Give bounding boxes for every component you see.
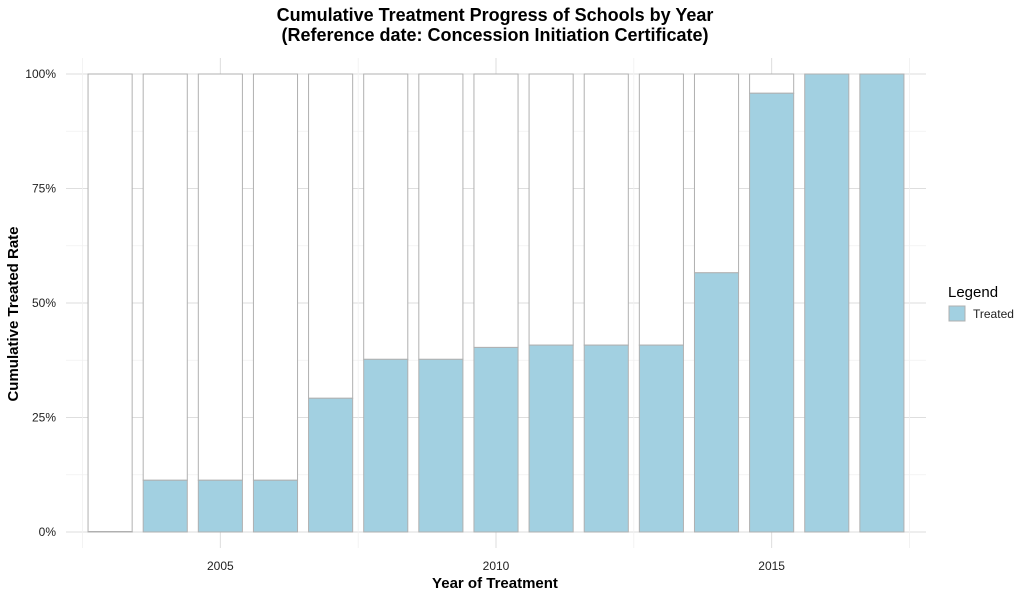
bar-treated-2017 [859, 73, 905, 533]
x-axis-title: Year of Treatment [432, 575, 558, 592]
bar-untreated-2008 [363, 73, 409, 360]
bar-untreated-2003 [87, 73, 133, 533]
y-axis-title: Cumulative Treated Rate [5, 226, 22, 401]
legend-title: Legend [948, 284, 998, 301]
bar-treated-2006 [252, 479, 299, 533]
bar-treated-2015 [749, 92, 795, 533]
bar-untreated-2009 [418, 73, 464, 360]
bar-treated-2003 [87, 531, 133, 533]
x-tick-label: 2005 [207, 559, 234, 573]
chart-subtitle: (Reference date: Concession Initiation C… [281, 25, 708, 45]
y-tick-label: 0% [39, 525, 57, 539]
bar-untreated-2012 [583, 73, 629, 346]
bar-treated-2010 [473, 346, 519, 533]
bar-untreated-2013 [638, 73, 684, 346]
bar-untreated-2004 [142, 73, 188, 481]
chart-title: Cumulative Treatment Progress of Schools… [277, 5, 714, 25]
x-tick-label: 2010 [483, 559, 510, 573]
legend-swatch-treated [948, 305, 966, 322]
y-tick-label: 50% [32, 296, 56, 310]
bar-treated-2004 [142, 479, 188, 533]
bar-treated-2008 [363, 358, 409, 533]
bar-treated-2012 [583, 344, 629, 533]
bar-treated-2016 [804, 73, 850, 533]
bar-untreated-2010 [473, 73, 519, 348]
bar-untreated-2014 [693, 73, 740, 274]
bar-treated-2014 [693, 272, 740, 533]
legend: Legend Treated [948, 284, 1014, 322]
bar-untreated-2005 [197, 73, 243, 481]
bar-treated-2009 [418, 358, 464, 533]
bar-untreated-2006 [252, 73, 299, 481]
bar-untreated-2015 [749, 73, 795, 94]
bar-treated-2005 [197, 479, 243, 533]
legend-label-treated: Treated [973, 307, 1014, 321]
bar-untreated-2007 [308, 73, 354, 399]
x-axis-ticks: 2005 2010 2015 [207, 559, 785, 573]
bar-untreated-2011 [528, 73, 574, 346]
y-tick-label: 25% [32, 411, 56, 425]
y-axis-ticks: 0% 25% 50% 75% 100% [25, 67, 56, 539]
bars [87, 73, 905, 533]
y-tick-label: 75% [32, 182, 56, 196]
bar-treated-2013 [638, 344, 684, 533]
y-tick-label: 100% [25, 67, 56, 81]
bar-treated-2011 [528, 344, 574, 533]
bar-treated-2007 [308, 397, 354, 533]
x-tick-label: 2015 [758, 559, 785, 573]
